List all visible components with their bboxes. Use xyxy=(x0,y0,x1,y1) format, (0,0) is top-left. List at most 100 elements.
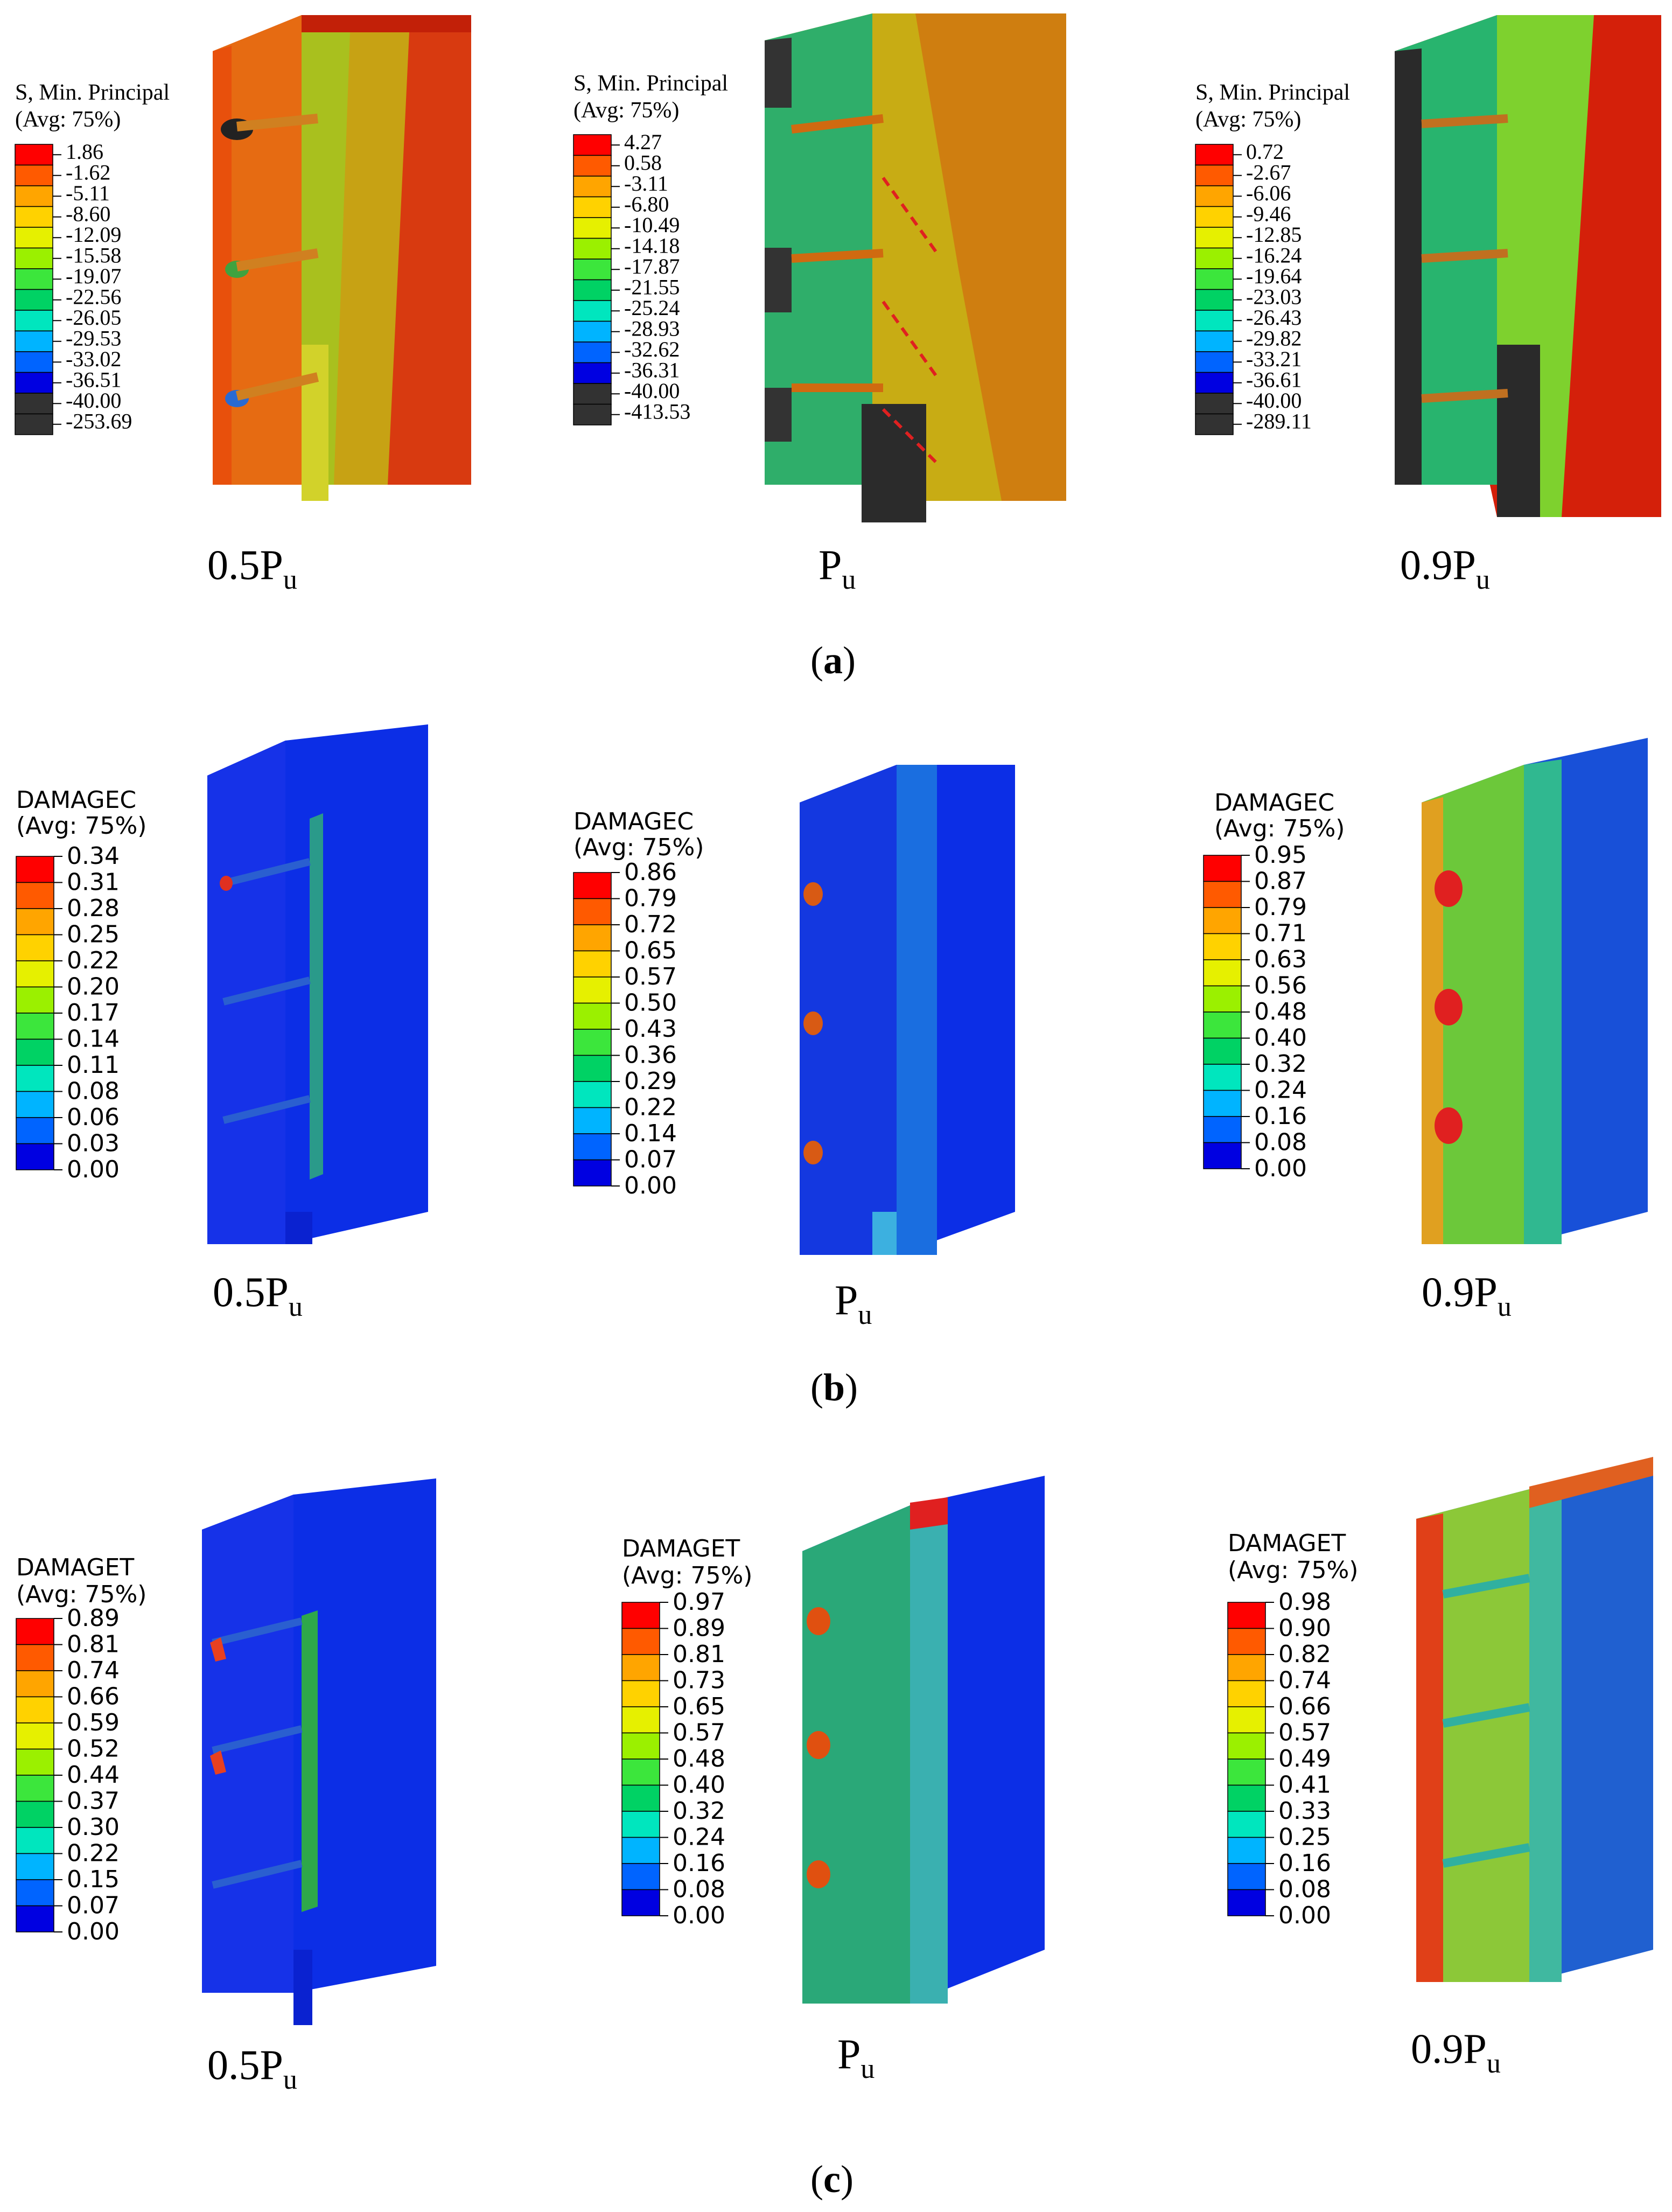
legend-color-swatch xyxy=(1227,1759,1266,1786)
legend-a1: S, Min. Principal(Avg: 75%) 1.86-1.62-5.1… xyxy=(15,80,170,435)
legend-color-swatch xyxy=(16,986,54,1014)
legend-color-swatch xyxy=(1203,1116,1242,1143)
legend-color-swatch xyxy=(621,1706,660,1734)
legend-value: 0.16 xyxy=(1254,1102,1307,1130)
legend-value: 0.00 xyxy=(67,1918,120,1945)
legend-color-swatch xyxy=(573,1133,612,1161)
legend-value: -40.00 xyxy=(624,379,680,403)
legend-color-swatch xyxy=(15,247,53,269)
panel-label-b: (b) xyxy=(810,1366,858,1409)
legend-value: -16.24 xyxy=(1246,243,1302,267)
legend-value: 0.14 xyxy=(624,1120,677,1147)
legend-value: 0.57 xyxy=(624,963,677,990)
legend-color-swatch xyxy=(1195,310,1234,332)
specimen-c2 xyxy=(802,1476,1045,2004)
load-level-label: Pu xyxy=(837,2030,875,2084)
legend-color-swatch xyxy=(1227,1889,1266,1916)
legend-color-swatch xyxy=(573,1081,612,1108)
legend-value: -289.11 xyxy=(1246,409,1312,433)
legend-value: 0.32 xyxy=(1254,1050,1307,1078)
legend-subtitle: (Avg: 75%) xyxy=(16,812,146,840)
legend-color-swatch xyxy=(15,164,53,186)
legend-color-swatch xyxy=(15,206,53,228)
legend-color-swatch xyxy=(1195,289,1234,311)
legend-color-swatch xyxy=(1195,164,1234,186)
legend-color-swatch xyxy=(1195,413,1234,435)
legend-value: 0.66 xyxy=(67,1683,120,1711)
legend-value: -23.03 xyxy=(1246,284,1302,309)
legend-value: 0.25 xyxy=(67,921,120,948)
legend-color-swatch xyxy=(16,1091,54,1118)
legend-subtitle: (Avg: 75%) xyxy=(573,98,679,123)
legend-value: -8.60 xyxy=(66,201,110,226)
legend-b3: DAMAGEC(Avg: 75%)0.950.870.790.710.630.5… xyxy=(1203,789,1345,1182)
legend-value: 0.97 xyxy=(673,1588,725,1616)
legend-color-swatch xyxy=(573,196,612,218)
legend-color-swatch xyxy=(1195,268,1234,290)
panel-b xyxy=(207,724,1648,1255)
legend-value: 0.14 xyxy=(67,1025,120,1053)
panel-label-a: (a) xyxy=(810,639,856,682)
legend-value: 0.57 xyxy=(673,1719,725,1747)
legend-value: 0.43 xyxy=(624,1015,677,1043)
legend-value: 0.79 xyxy=(624,885,677,912)
legend-value: -33.02 xyxy=(66,347,121,371)
legend-title: S, Min. Principal xyxy=(1195,80,1350,105)
legend-color-swatch xyxy=(16,960,54,988)
legend-color-swatch xyxy=(573,176,612,198)
legend-value: 0.63 xyxy=(1254,946,1307,973)
legend-color-swatch xyxy=(621,1628,660,1655)
legend-value: -36.31 xyxy=(624,358,680,382)
legend-color-swatch xyxy=(15,144,53,166)
legend-color-swatch xyxy=(1195,185,1234,207)
legend-value: 0.00 xyxy=(1254,1155,1307,1182)
legend-value: 0.40 xyxy=(1254,1024,1307,1052)
legend-value: -19.64 xyxy=(1246,264,1302,288)
legend-a3: S, Min. Principal(Avg: 75%) 0.72-2.67-6.0… xyxy=(1195,80,1350,435)
legend-value: -26.05 xyxy=(66,305,121,330)
legend-title: DAMAGET xyxy=(1228,1530,1346,1557)
legend-value: 0.98 xyxy=(1278,1588,1331,1616)
legend-color-swatch xyxy=(16,1801,54,1828)
legend-color-swatch xyxy=(1203,1037,1242,1065)
legend-subtitle: (Avg: 75%) xyxy=(1195,107,1301,132)
legend-color-swatch xyxy=(573,403,612,425)
legend-color-swatch xyxy=(1227,1784,1266,1812)
legend-color-swatch xyxy=(621,1680,660,1707)
legend-value: -413.53 xyxy=(624,399,690,423)
legend-color-swatch xyxy=(573,924,612,952)
legend-color-swatch xyxy=(1227,1837,1266,1864)
legend-color-swatch xyxy=(621,1863,660,1890)
load-level-label: Pu xyxy=(818,541,856,595)
load-level-label: Pu xyxy=(835,1276,872,1330)
legend-color-swatch xyxy=(16,1722,54,1750)
legend-value: 0.00 xyxy=(1278,1902,1331,1929)
specimen-b2 xyxy=(800,765,1015,1255)
legend-value: 0.03 xyxy=(67,1130,120,1157)
legend-color-swatch xyxy=(16,1065,54,1092)
legend-value: -10.49 xyxy=(624,213,680,237)
legend-color-swatch xyxy=(1227,1654,1266,1681)
legend-value: 0.20 xyxy=(67,973,120,1001)
legend-color-swatch xyxy=(16,882,54,909)
legend-color-swatch xyxy=(1195,144,1234,166)
legend-value: 0.65 xyxy=(624,937,677,965)
legend-title: DAMAGET xyxy=(16,1554,134,1581)
legend-color-swatch xyxy=(573,134,612,156)
legend-color-swatch xyxy=(573,976,612,1004)
legend-value: -9.46 xyxy=(1246,201,1291,226)
legend-value: 1.86 xyxy=(66,139,103,164)
legend-color-swatch xyxy=(573,320,612,343)
legend-color-swatch xyxy=(1195,206,1234,228)
load-level-label: 0.9Pu xyxy=(1411,2025,1501,2079)
legend-color-swatch xyxy=(16,908,54,936)
legend-subtitle: (Avg: 75%) xyxy=(1214,815,1345,842)
legend-value: 4.27 xyxy=(624,130,662,154)
panel-a xyxy=(213,13,1661,522)
legend-value: 0.00 xyxy=(673,1902,725,1929)
legend-title: DAMAGEC xyxy=(16,786,136,814)
legend-color-swatch xyxy=(573,279,612,301)
specimen-a1 xyxy=(213,15,471,501)
legend-value: -22.56 xyxy=(66,284,121,309)
